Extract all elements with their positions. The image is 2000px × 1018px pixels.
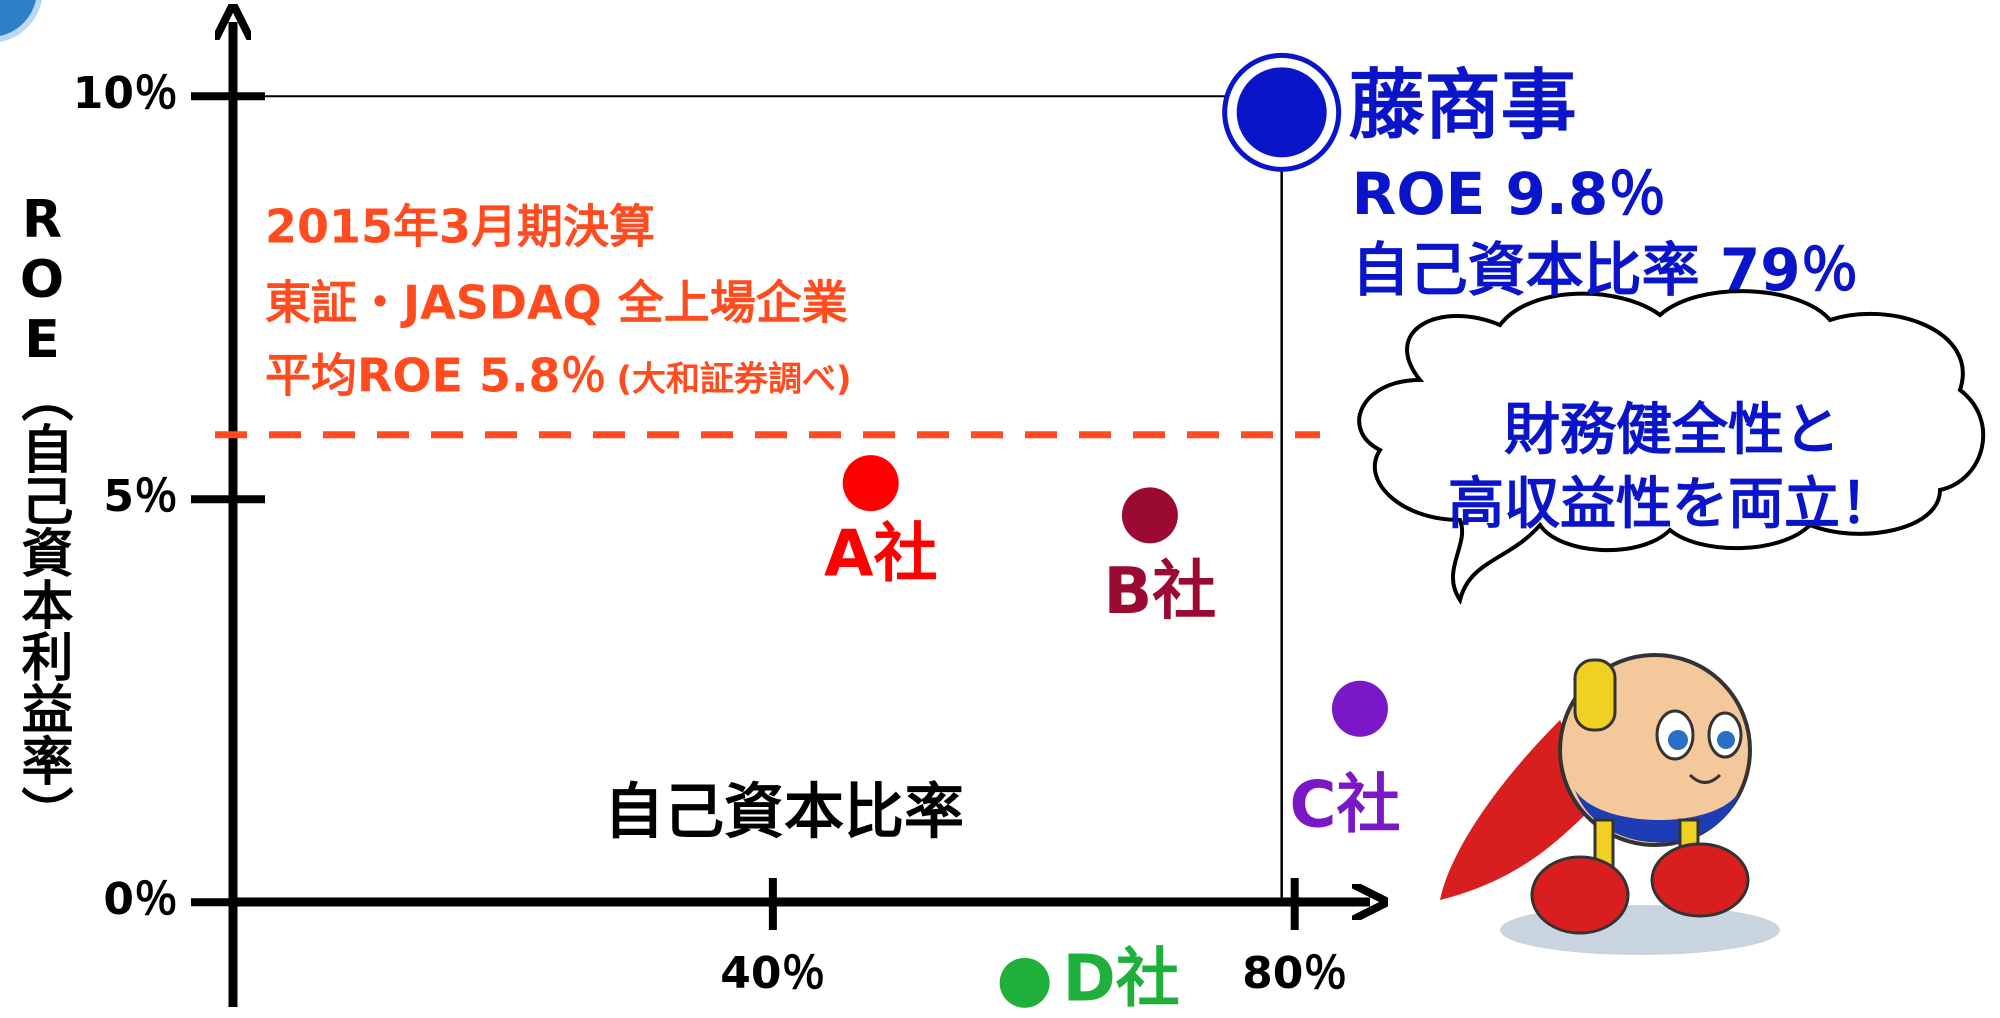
point [842,455,899,512]
x-axis-title: 自己資本比率 [604,778,964,848]
point [1236,67,1327,158]
speech-text: 財務健全性と [1504,398,1840,463]
annotation-line: 平均ROE 5.8％ [265,349,606,403]
speech-text: 高収益性を両立！ [1448,472,1896,537]
highlight-line: 自己資本比率 79％ [1352,236,1859,304]
point-label: A社 [824,518,938,592]
y-tick-label: 5％ [103,471,178,522]
y-axis-title: ROE（自己資本利益率） [12,190,73,838]
point [999,957,1050,1008]
x-tick-label: 80％ [1242,948,1347,999]
point [1121,487,1178,544]
mascot [1440,653,1780,955]
highlight-name: 藤商事 [1349,60,1577,149]
highlight-line: ROE 9.8％ [1352,160,1667,228]
point-label: B社 [1104,555,1217,629]
y-tick-label: 10％ [73,68,178,119]
corner-badge [0,0,43,43]
axes [233,22,1370,1007]
x-tick-label: 40％ [720,948,825,999]
speech-bubble [1357,289,1986,605]
annotation-line: 2015年3月期決算 [265,200,655,254]
point-label: C社 [1289,768,1400,842]
point [1331,680,1388,737]
y-tick-label: 0％ [103,874,178,925]
annotation-source: (大和証券調べ) [616,360,851,400]
point-label: D社 [1063,942,1180,1016]
annotation-line: 東証・JASDAQ 全上場企業 [265,276,848,330]
